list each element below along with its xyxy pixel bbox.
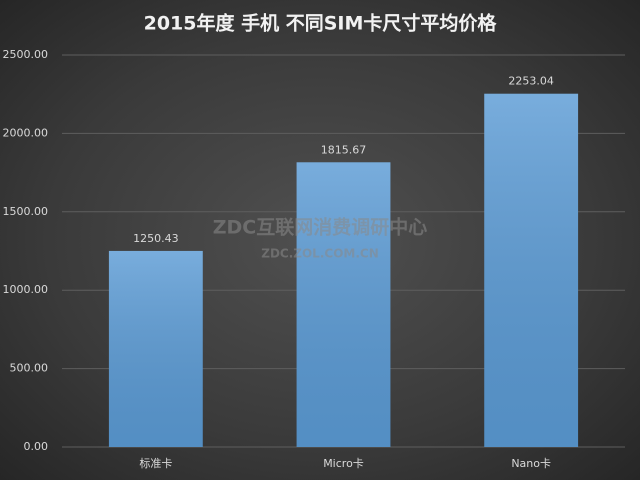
bar-shade — [108, 250, 203, 447]
x-tick-label: Micro卡 — [323, 457, 364, 470]
data-label: 1815.67 — [321, 143, 367, 156]
y-tick-label: 2000.00 — [3, 126, 49, 139]
watermark: ZDC互联网消费调研中心 — [213, 216, 428, 239]
x-tick-label: Nano卡 — [511, 457, 551, 470]
watermark-url: ZDC.ZOL.COM.CN — [261, 247, 379, 261]
bar-shade — [484, 93, 579, 447]
y-tick-label: 0.00 — [24, 440, 49, 453]
bar-shade — [296, 162, 391, 447]
y-tick-label: 2500.00 — [3, 48, 49, 61]
y-tick-label: 1000.00 — [3, 283, 49, 296]
y-tick-label: 500.00 — [10, 362, 49, 375]
y-tick-label: 1500.00 — [3, 205, 49, 218]
data-label: 1250.43 — [133, 232, 179, 245]
x-tick-label: 标准卡 — [139, 456, 172, 470]
data-label: 2253.04 — [508, 75, 554, 88]
chart-title: 2015年度 手机 不同SIM卡尺寸平均价格 — [144, 12, 498, 35]
